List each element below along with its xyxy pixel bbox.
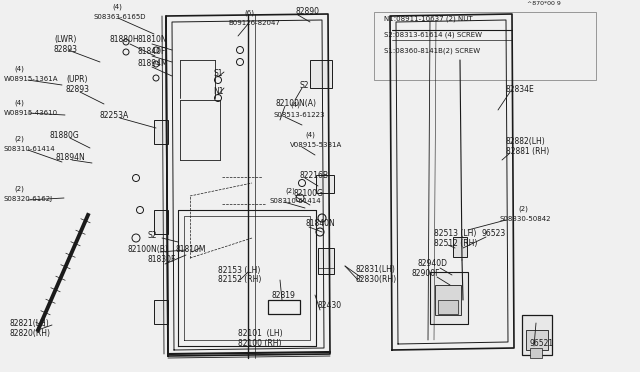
- Bar: [318, 248, 334, 274]
- Text: 82881 (RH): 82881 (RH): [506, 147, 549, 156]
- Text: S08320-6162J: S08320-6162J: [4, 196, 53, 202]
- Text: 81880H: 81880H: [110, 35, 140, 44]
- Text: 96523: 96523: [482, 229, 506, 238]
- Text: N1: N1: [213, 87, 223, 96]
- Bar: [154, 300, 168, 324]
- Text: 82101  (LH): 82101 (LH): [238, 329, 283, 338]
- Text: (4): (4): [112, 3, 122, 10]
- Text: 81840N: 81840N: [306, 219, 336, 228]
- Text: 82152 (RH): 82152 (RH): [218, 275, 261, 284]
- Text: (2): (2): [518, 205, 528, 212]
- Text: 82100N(A): 82100N(A): [276, 99, 317, 108]
- Text: 82890: 82890: [296, 7, 320, 16]
- Bar: [310, 60, 332, 88]
- Bar: [438, 300, 458, 314]
- Text: S2: S2: [300, 81, 310, 90]
- Bar: [453, 237, 467, 257]
- Text: 81810N: 81810N: [138, 35, 168, 44]
- Text: (2): (2): [285, 187, 295, 194]
- Bar: [530, 348, 542, 358]
- Text: 82253A: 82253A: [100, 111, 129, 120]
- Bar: [435, 285, 461, 315]
- Text: 82940D: 82940D: [418, 259, 448, 268]
- Bar: [430, 272, 468, 324]
- Text: S08363-6165D: S08363-6165D: [93, 14, 145, 20]
- Bar: [268, 300, 300, 314]
- Text: S1: S1: [213, 69, 223, 78]
- Text: (UPR): (UPR): [66, 75, 88, 84]
- Text: S2: S2: [148, 231, 157, 240]
- Text: (LWR): (LWR): [54, 35, 76, 44]
- Text: 81810M: 81810M: [176, 245, 207, 254]
- Text: 82831(LH): 82831(LH): [356, 265, 396, 274]
- Text: (2): (2): [14, 186, 24, 192]
- Text: (6): (6): [244, 10, 254, 16]
- Text: 81840F: 81840F: [138, 47, 166, 56]
- Text: 82893: 82893: [54, 45, 78, 54]
- Bar: [526, 330, 548, 350]
- Text: (4): (4): [14, 65, 24, 72]
- Text: V08915-5381A: V08915-5381A: [290, 142, 342, 148]
- Text: 82153 (LH): 82153 (LH): [218, 266, 260, 275]
- Text: 81830F: 81830F: [148, 255, 177, 264]
- Text: 82819: 82819: [271, 291, 295, 300]
- Text: 82821(LH): 82821(LH): [10, 319, 50, 328]
- Text: 82882(LH): 82882(LH): [506, 137, 546, 146]
- Text: S08513-61223: S08513-61223: [274, 112, 326, 118]
- Bar: [374, 12, 596, 80]
- Text: 82216B: 82216B: [300, 171, 329, 180]
- Text: 81894N: 81894N: [56, 153, 86, 162]
- Text: 82100G: 82100G: [294, 189, 324, 198]
- Text: 82830(RH): 82830(RH): [356, 275, 397, 284]
- Text: S08310-61414: S08310-61414: [4, 146, 56, 152]
- Text: S08330-50842: S08330-50842: [500, 216, 552, 222]
- Text: W08915-1361A: W08915-1361A: [4, 76, 58, 82]
- Text: 82100N(B): 82100N(B): [128, 245, 169, 254]
- Text: 82900F: 82900F: [412, 269, 440, 278]
- Bar: [316, 175, 334, 193]
- Text: (4): (4): [14, 99, 24, 106]
- Text: N1:08911-10637 (2) NUT: N1:08911-10637 (2) NUT: [384, 16, 472, 22]
- Text: 81894M: 81894M: [138, 59, 168, 68]
- Text: 82100 (RH): 82100 (RH): [238, 339, 282, 348]
- Text: S2:08313-61614 (4) SCREW: S2:08313-61614 (4) SCREW: [384, 32, 482, 38]
- Text: 81880G: 81880G: [50, 131, 80, 140]
- Text: S1:08360-8141B(2) SCREW: S1:08360-8141B(2) SCREW: [384, 48, 480, 54]
- Text: 82430: 82430: [318, 301, 342, 310]
- Text: (4): (4): [305, 131, 315, 138]
- Text: 82893: 82893: [66, 85, 90, 94]
- Text: (2): (2): [14, 135, 24, 142]
- Bar: [522, 315, 552, 355]
- Text: ^870*00 9: ^870*00 9: [527, 1, 561, 6]
- Text: (4): (4): [290, 102, 300, 108]
- Text: 96521: 96521: [530, 339, 554, 348]
- Text: 82512 (RH): 82512 (RH): [434, 239, 477, 248]
- Text: B09126-82047: B09126-82047: [228, 20, 280, 26]
- Text: S08310-61414: S08310-61414: [270, 198, 322, 204]
- Bar: [154, 210, 168, 234]
- Text: 82820(RH): 82820(RH): [10, 329, 51, 338]
- Text: 82834E: 82834E: [506, 85, 535, 94]
- Text: 82513 (LH): 82513 (LH): [434, 229, 476, 238]
- Bar: [154, 120, 168, 144]
- Text: W08915-43610: W08915-43610: [4, 110, 58, 116]
